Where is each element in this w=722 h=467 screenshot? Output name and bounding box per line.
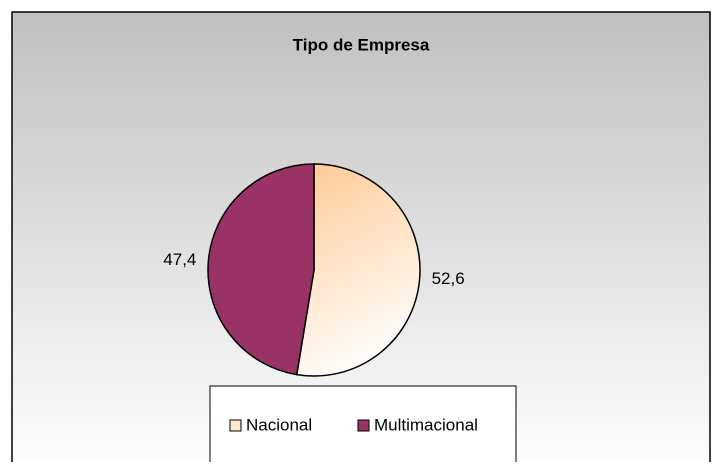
pie-slice: [207, 163, 315, 376]
chart-title: Tipo de Empresa: [293, 35, 430, 54]
legend-label: Multimacional: [374, 415, 478, 434]
legend-swatch: [229, 419, 242, 432]
data-label: 47,4: [163, 250, 196, 269]
legend-swatch: [357, 419, 370, 432]
pie-slice: [295, 163, 421, 377]
legend-label: Nacional: [246, 415, 312, 434]
data-label: 52,6: [432, 269, 465, 288]
